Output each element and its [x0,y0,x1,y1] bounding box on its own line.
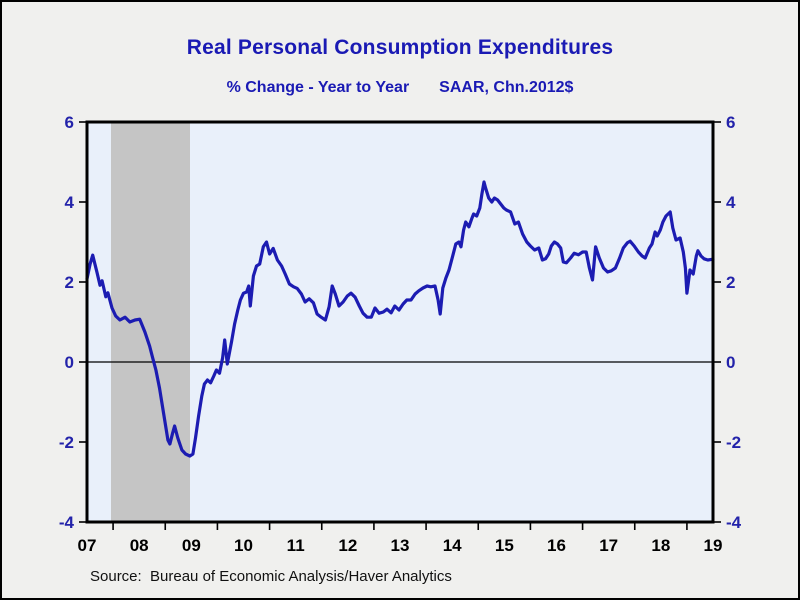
x-axis-label: 07 [78,536,97,555]
recession-band [110,122,190,522]
x-axis-label: 14 [443,536,462,555]
y-axis-label-left: 0 [65,353,74,372]
x-axis-label: 16 [547,536,566,555]
y-axis-label-right: 6 [726,113,735,132]
x-axis-label: 13 [391,536,410,555]
subtitle-left: % Change - Year to Year [226,79,410,96]
data-line [85,180,715,458]
y-axis-label-left: -4 [59,513,75,532]
x-axis-label: 09 [182,536,201,555]
x-axis-label: 12 [338,536,357,555]
y-axis-label-right: 4 [726,193,736,212]
plot-frame [85,120,715,524]
y-axis-label-right: -4 [726,513,742,532]
y-axis-label-left: -2 [59,433,74,452]
y-axis-label-right: 0 [726,353,735,372]
x-axis-label: 08 [130,536,149,555]
y-axis-label-left: 4 [65,193,75,212]
x-axis-label: 10 [234,536,253,555]
subtitle-right: SAAR, Chn.2012$ [439,79,574,96]
source-note: Source: Bureau of Economic Analysis/Have… [90,568,452,585]
x-axis-label: 19 [704,536,723,555]
x-axis-label: 18 [651,536,670,555]
y-axis-label-right: 2 [726,273,735,292]
chart-title: Real Personal Consumption Expenditures [186,36,614,59]
chart-subtitle: % Change - Year to Year SAAR, Chn.2012$ [2,79,798,97]
x-axis-label: 17 [599,536,618,555]
x-axis-label: 15 [495,536,514,555]
y-axis-label-left: 2 [65,273,74,292]
y-axis-label-right: -2 [726,433,741,452]
x-axis-label: 11 [287,536,305,555]
y-axis-label-left: 6 [65,113,74,132]
